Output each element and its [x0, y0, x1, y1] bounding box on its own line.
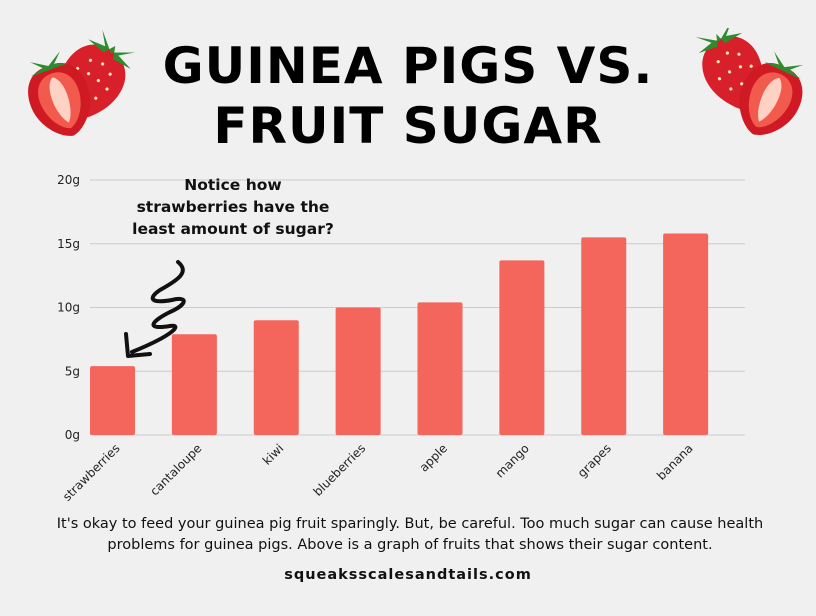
bar-apple [417, 302, 463, 435]
strawberry-icon [695, 28, 804, 135]
y-axis-ticks: 0g 5g 10g 15g 20g [57, 173, 80, 442]
x-tick-label: cantaloupe [147, 441, 204, 498]
y-tick-label: 15g [57, 237, 80, 251]
title-line-2: FRUIT SUGAR [213, 97, 603, 155]
page-title: GUINEA PIGS VS. FRUIT SUGAR [0, 36, 816, 156]
y-tick-label: 20g [57, 173, 80, 187]
bar-grapes [581, 237, 627, 435]
bar-strawberries [90, 366, 135, 435]
caption-text: It's okay to feed your guinea pig fruit … [56, 516, 764, 553]
x-tick-label: blueberries [311, 441, 369, 499]
bar-cantaloupe [171, 334, 217, 435]
title-line-1: GUINEA PIGS VS. [162, 37, 654, 95]
x-tick-label: apple [417, 441, 450, 474]
strawberry-icon [28, 30, 136, 136]
y-tick-label: 10g [57, 301, 80, 315]
y-tick-label: 0g [65, 428, 80, 442]
x-tick-label: grapes [575, 441, 614, 480]
y-tick-label: 5g [65, 364, 80, 378]
x-tick-label: kiwi [260, 441, 286, 467]
x-tick-label: banana [654, 441, 696, 483]
bar-mango [499, 260, 545, 435]
x-axis-ticks: strawberries cantaloupe kiwi blueberries app… [60, 441, 696, 504]
bars [90, 233, 709, 435]
bar-blueberries [335, 307, 381, 435]
x-tick-label: strawberries [60, 441, 123, 504]
x-tick-label: mango [493, 441, 532, 480]
annotation-arrow [124, 260, 186, 358]
bar-banana [663, 233, 709, 435]
bar-kiwi [253, 320, 299, 435]
website-label: squeaksscalesandtails.com [284, 567, 532, 583]
chart-annotation: Notice how strawberries have the least a… [132, 176, 334, 238]
